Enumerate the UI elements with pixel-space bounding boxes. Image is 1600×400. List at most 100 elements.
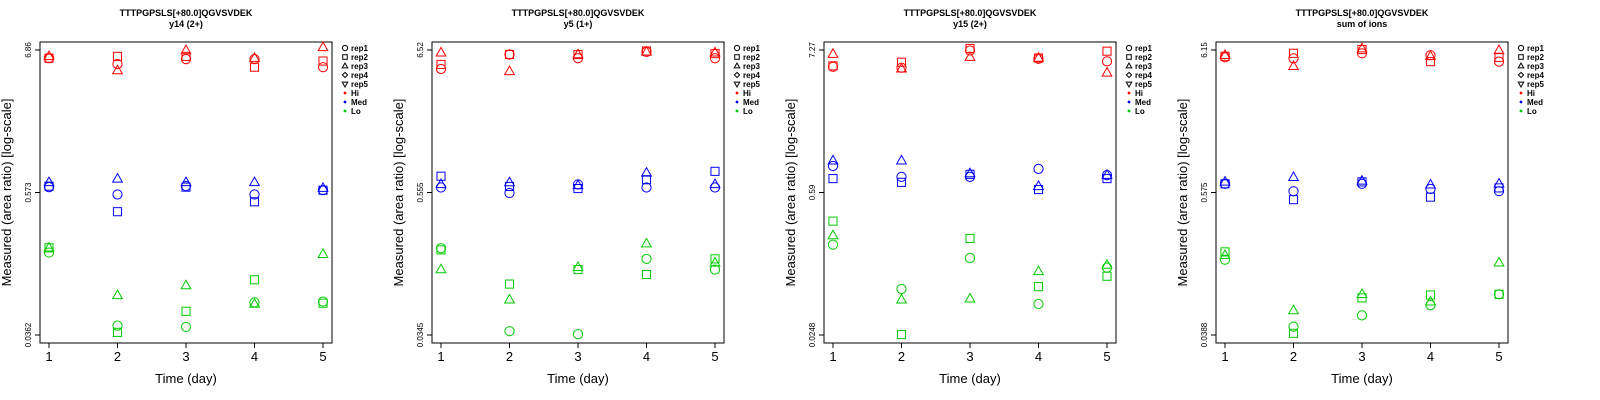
data-point-med-rep1 — [317, 185, 329, 196]
data-point-lo-rep3 — [317, 247, 329, 258]
data-point-hi-rep3 — [964, 50, 976, 61]
legend-rep3-icon — [1517, 61, 1525, 69]
legend-label-rep5: rep5 — [743, 80, 760, 89]
data-point-hi-rep2 — [1288, 48, 1299, 58]
legend-label-rep4: rep4 — [351, 71, 368, 80]
x-axis-label: Time (day) — [155, 371, 217, 386]
data-point-hi-rep3 — [248, 51, 261, 62]
data-point-lo-rep3 — [1424, 295, 1437, 306]
x-tick-label: 5 — [1495, 349, 1502, 364]
y-tick-label: 0.573 — [24, 182, 33, 203]
data-point-lo-rep1 — [43, 247, 55, 258]
x-tick-label: 3 — [1358, 349, 1365, 364]
legend-label-rep2: rep2 — [1527, 53, 1544, 62]
data-point-hi-rep3 — [503, 65, 516, 76]
data-point-hi-rep2 — [1102, 46, 1112, 56]
legend-label-lo: Lo — [743, 107, 753, 116]
legend-label-rep3: rep3 — [1135, 62, 1152, 71]
data-point-lo-rep1 — [572, 329, 584, 340]
y-axis-label: Measured (area ratio) [log-scale] — [1175, 99, 1190, 287]
data-point-med-rep1 — [827, 160, 839, 172]
data-point-hi-rep3 — [1219, 48, 1231, 59]
legend-label-rep4: rep4 — [1527, 71, 1544, 80]
legend-rep2-icon — [1518, 54, 1524, 60]
data-point-med-rep1 — [249, 189, 260, 200]
legend-label-rep5: rep5 — [1135, 80, 1152, 89]
data-point-hi-rep3 — [640, 45, 653, 56]
y-tick-label: 0.555 — [416, 182, 425, 203]
data-point-med-rep3 — [1032, 180, 1045, 191]
data-point-lo-rep3 — [572, 260, 584, 271]
x-tick-label: 4 — [643, 349, 650, 364]
data-point-hi-rep3 — [1356, 42, 1368, 53]
data-point-hi-rep3 — [435, 46, 447, 57]
data-point-hi-rep1 — [43, 53, 55, 64]
data-point-hi-rep1 — [1356, 48, 1368, 59]
data-point-med-rep3 — [317, 181, 329, 192]
data-point-med-rep3 — [1219, 175, 1231, 186]
data-point-hi-rep1 — [504, 49, 515, 60]
data-point-lo-rep2 — [318, 298, 328, 308]
legend-label-rep1: rep1 — [1135, 44, 1152, 53]
legend-lo-dot — [343, 109, 347, 113]
data-point-med-rep2 — [181, 182, 191, 192]
data-point-med-rep3 — [1356, 174, 1368, 185]
data-point-med-rep1 — [896, 171, 907, 182]
data-point-hi-rep2 — [436, 59, 446, 69]
chart-subtitle: y15 (2+) — [953, 19, 987, 29]
legend-lo-dot — [1127, 109, 1131, 113]
data-point-med-rep3 — [827, 154, 839, 165]
data-point-hi-rep3 — [1032, 51, 1045, 62]
legend-label-med: Med — [1135, 98, 1151, 107]
chart-title: TTTPGPSLS[+80.0]QGVSVDEK — [512, 8, 645, 18]
data-point-med-rep1 — [1425, 183, 1436, 195]
x-tick-label: 1 — [829, 349, 836, 364]
x-tick-label: 1 — [1221, 349, 1228, 364]
data-point-med-rep3 — [640, 166, 653, 177]
data-point-lo-rep2 — [181, 306, 191, 316]
data-point-hi-rep2 — [1425, 57, 1436, 67]
x-tick-label: 5 — [1103, 349, 1110, 364]
data-point-hi-rep2 — [504, 49, 515, 60]
data-point-med-rep2 — [896, 177, 907, 187]
data-point-med-rep1 — [1033, 163, 1044, 174]
x-tick-label: 4 — [251, 349, 258, 364]
data-point-lo-rep1 — [1101, 262, 1113, 273]
data-point-med-rep2 — [828, 174, 838, 184]
chart-subtitle: y5 (1+) — [564, 19, 593, 29]
legend-label-rep5: rep5 — [1527, 80, 1544, 89]
data-point-lo-rep3 — [503, 293, 516, 304]
data-point-lo-rep1 — [180, 321, 192, 333]
data-point-hi-rep1 — [317, 62, 329, 73]
data-point-med-rep2 — [710, 166, 720, 176]
legend-rep4-icon — [341, 71, 349, 79]
data-point-lo-rep2 — [1425, 290, 1436, 300]
legend-label-lo: Lo — [1135, 107, 1145, 116]
data-point-lo-rep2 — [710, 254, 720, 264]
data-point-lo-rep1 — [1288, 321, 1299, 332]
data-point-hi-rep1 — [709, 53, 721, 64]
legend-rep2-icon — [342, 54, 348, 60]
data-point-lo-rep1 — [317, 296, 329, 307]
data-point-lo-rep3 — [1287, 304, 1300, 315]
data-point-lo-rep2 — [504, 279, 515, 289]
data-point-lo-rep2 — [1494, 289, 1504, 299]
data-point-lo-rep2 — [1288, 328, 1299, 338]
legend-label-rep4: rep4 — [743, 71, 760, 80]
data-point-med-rep3 — [1101, 168, 1113, 179]
data-point-lo-rep2 — [112, 327, 123, 337]
legend-label-hi: Hi — [1527, 89, 1535, 98]
data-point-hi-rep1 — [1288, 53, 1299, 64]
legend-rep3-icon — [341, 61, 349, 69]
data-point-lo-rep2 — [828, 216, 838, 226]
data-point-hi-rep1 — [112, 58, 123, 70]
data-point-hi-rep2 — [573, 49, 583, 60]
legend-rep2-icon — [1126, 54, 1132, 60]
data-point-lo-rep2 — [1102, 271, 1112, 281]
data-point-hi-rep3 — [572, 48, 584, 59]
data-point-med-rep3 — [572, 179, 584, 190]
legend-label-rep1: rep1 — [1527, 44, 1544, 53]
legend-hi-dot — [343, 91, 347, 95]
